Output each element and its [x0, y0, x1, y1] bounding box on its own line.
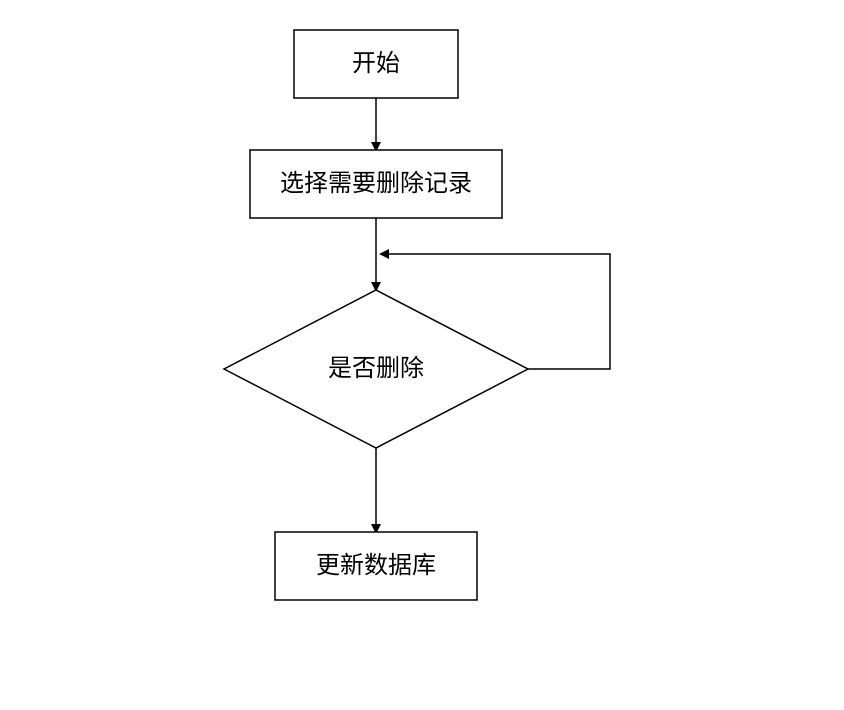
node-decide-label: 是否删除: [328, 355, 424, 382]
node-start: 开始: [294, 30, 458, 98]
node-update: 更新数据库: [275, 532, 477, 600]
node-start-label: 开始: [352, 50, 400, 77]
node-update-label: 更新数据库: [316, 552, 436, 579]
flowchart: 开始 选择需要删除记录 是否删除 更新数据库: [224, 30, 610, 600]
node-decide: 是否删除: [224, 290, 528, 448]
node-select-label: 选择需要删除记录: [280, 170, 472, 197]
node-select: 选择需要删除记录: [250, 150, 502, 218]
